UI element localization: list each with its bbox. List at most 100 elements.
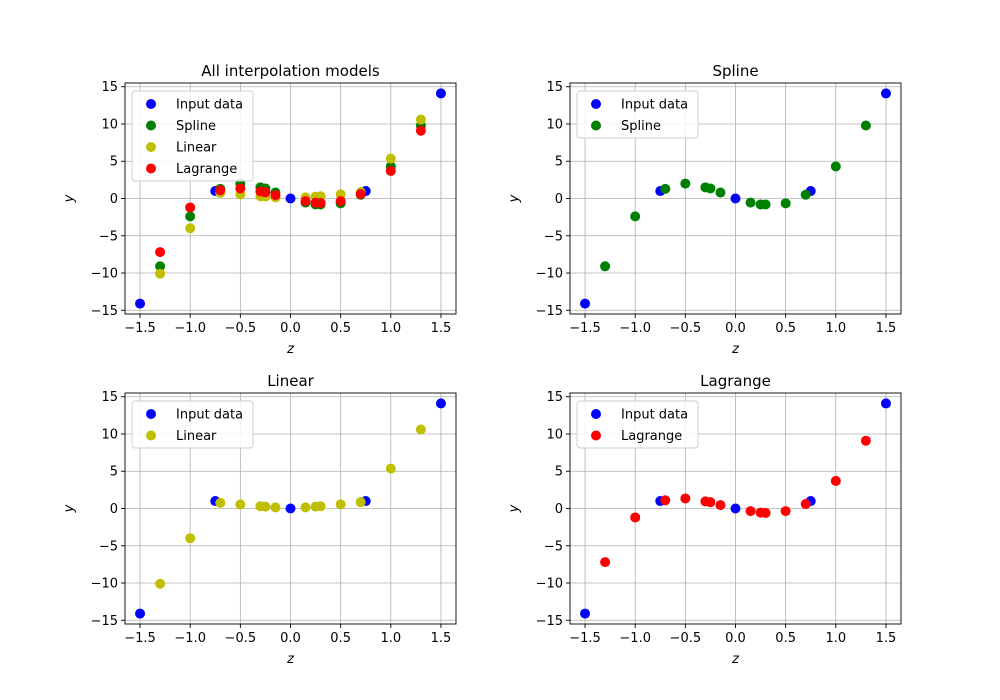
x-tick-label: 0.5 xyxy=(330,321,351,336)
legend: Input data Lagrange xyxy=(576,400,699,449)
data-point xyxy=(300,196,311,207)
x-tick-label: −1.5 xyxy=(124,321,156,336)
y-tick-label: −5 xyxy=(544,539,563,554)
x-tick-label: −1.0 xyxy=(619,631,651,646)
legend-label: Spline xyxy=(176,119,216,134)
legend-box xyxy=(131,400,254,449)
y-tick-label: 5 xyxy=(110,465,118,480)
data-point xyxy=(800,499,811,510)
data-point xyxy=(155,268,166,279)
data-point xyxy=(260,501,271,512)
legend-marker xyxy=(146,142,156,152)
data-point xyxy=(600,557,611,568)
y-tick-label: 15 xyxy=(101,390,118,405)
x-tick-label: 1.0 xyxy=(380,631,401,646)
legend: Input data Linear xyxy=(131,400,254,449)
series-spline xyxy=(600,120,871,272)
data-point xyxy=(315,501,326,512)
data-point xyxy=(235,499,246,510)
x-tick-label: −1.5 xyxy=(569,321,601,336)
y-tick-label: 15 xyxy=(546,390,563,405)
y-tick-label: 10 xyxy=(546,427,563,442)
data-point xyxy=(315,197,326,208)
data-point xyxy=(880,88,891,99)
data-point xyxy=(660,183,671,194)
data-point xyxy=(355,497,366,508)
x-tick-label: −0.5 xyxy=(225,631,257,646)
x-tick-label: −1.0 xyxy=(174,321,206,336)
legend-label: Input data xyxy=(621,408,688,423)
y-tick-label: 5 xyxy=(555,155,563,170)
x-tick-label: −1.0 xyxy=(174,631,206,646)
data-point xyxy=(385,463,396,474)
legend-box xyxy=(576,400,699,449)
x-tick-label: 0.0 xyxy=(280,631,301,646)
data-point xyxy=(270,190,281,201)
y-tick-label: 15 xyxy=(101,80,118,95)
x-tick-label: 0.5 xyxy=(775,631,796,646)
data-point xyxy=(800,189,811,200)
y-axis-label: y xyxy=(62,194,77,203)
x-tick-label: 0.5 xyxy=(775,321,796,336)
y-tick-label: 10 xyxy=(546,117,563,132)
data-point xyxy=(415,424,426,435)
legend-label: Input data xyxy=(176,98,243,113)
y-tick-label: −15 xyxy=(91,614,118,629)
legend-label: Spline xyxy=(621,119,661,134)
data-point xyxy=(745,506,756,517)
series-input-data xyxy=(135,398,446,619)
data-point xyxy=(680,178,691,189)
y-tick-label: 10 xyxy=(101,117,118,132)
legend-label: Input data xyxy=(176,408,243,423)
x-tick-label: −1.5 xyxy=(124,631,156,646)
legend-marker xyxy=(146,409,156,419)
y-tick-label: −5 xyxy=(99,539,118,554)
data-point xyxy=(705,183,716,194)
y-tick-label: −10 xyxy=(536,267,563,282)
chart-panel-2: −1.5 −1.0 −0.5 0.0 0.5 1.0 1.5 −15 −10 −5 0 5 10 15 Sp… xyxy=(507,62,902,357)
data-point xyxy=(385,153,396,164)
legend: Input data Spline Linear Lagrange xyxy=(131,90,254,182)
legend-marker xyxy=(146,99,156,109)
data-point xyxy=(335,196,346,207)
x-tick-label: 1.5 xyxy=(876,321,897,336)
chart-title: All interpolation models xyxy=(201,62,380,80)
y-tick-label: −10 xyxy=(91,267,118,282)
legend-label: Lagrange xyxy=(621,429,682,444)
data-point xyxy=(660,495,671,506)
x-tick-label: 0.0 xyxy=(725,321,746,336)
x-tick-label: 1.0 xyxy=(380,321,401,336)
x-tick-label: 0.0 xyxy=(725,631,746,646)
data-point xyxy=(880,398,891,409)
data-point xyxy=(355,189,366,200)
series-lagrange xyxy=(155,125,426,258)
x-tick-label: 1.5 xyxy=(431,321,452,336)
data-point xyxy=(580,608,591,619)
legend-label: Lagrange xyxy=(176,162,237,177)
x-tick-label: 1.5 xyxy=(431,631,452,646)
data-point xyxy=(860,435,871,446)
legend-marker xyxy=(591,99,601,109)
legend-label: Linear xyxy=(176,141,217,156)
y-tick-label: −15 xyxy=(536,304,563,319)
x-tick-label: 1.0 xyxy=(825,321,846,336)
data-point xyxy=(860,120,871,131)
data-point xyxy=(435,398,446,409)
y-tick-label: −10 xyxy=(91,577,118,592)
data-point xyxy=(760,199,771,210)
data-point xyxy=(155,247,166,258)
data-point xyxy=(135,298,146,309)
data-point xyxy=(155,261,166,272)
data-point xyxy=(185,202,196,213)
legend-marker xyxy=(146,163,156,174)
x-axis-label: z xyxy=(286,342,295,357)
data-point xyxy=(385,165,396,176)
data-point xyxy=(730,193,741,204)
y-tick-label: 0 xyxy=(110,502,118,517)
y-tick-label: 0 xyxy=(555,502,563,517)
data-point xyxy=(135,608,146,619)
y-tick-label: 15 xyxy=(546,80,563,95)
chart-title: Linear xyxy=(267,372,314,390)
data-point xyxy=(730,503,741,514)
